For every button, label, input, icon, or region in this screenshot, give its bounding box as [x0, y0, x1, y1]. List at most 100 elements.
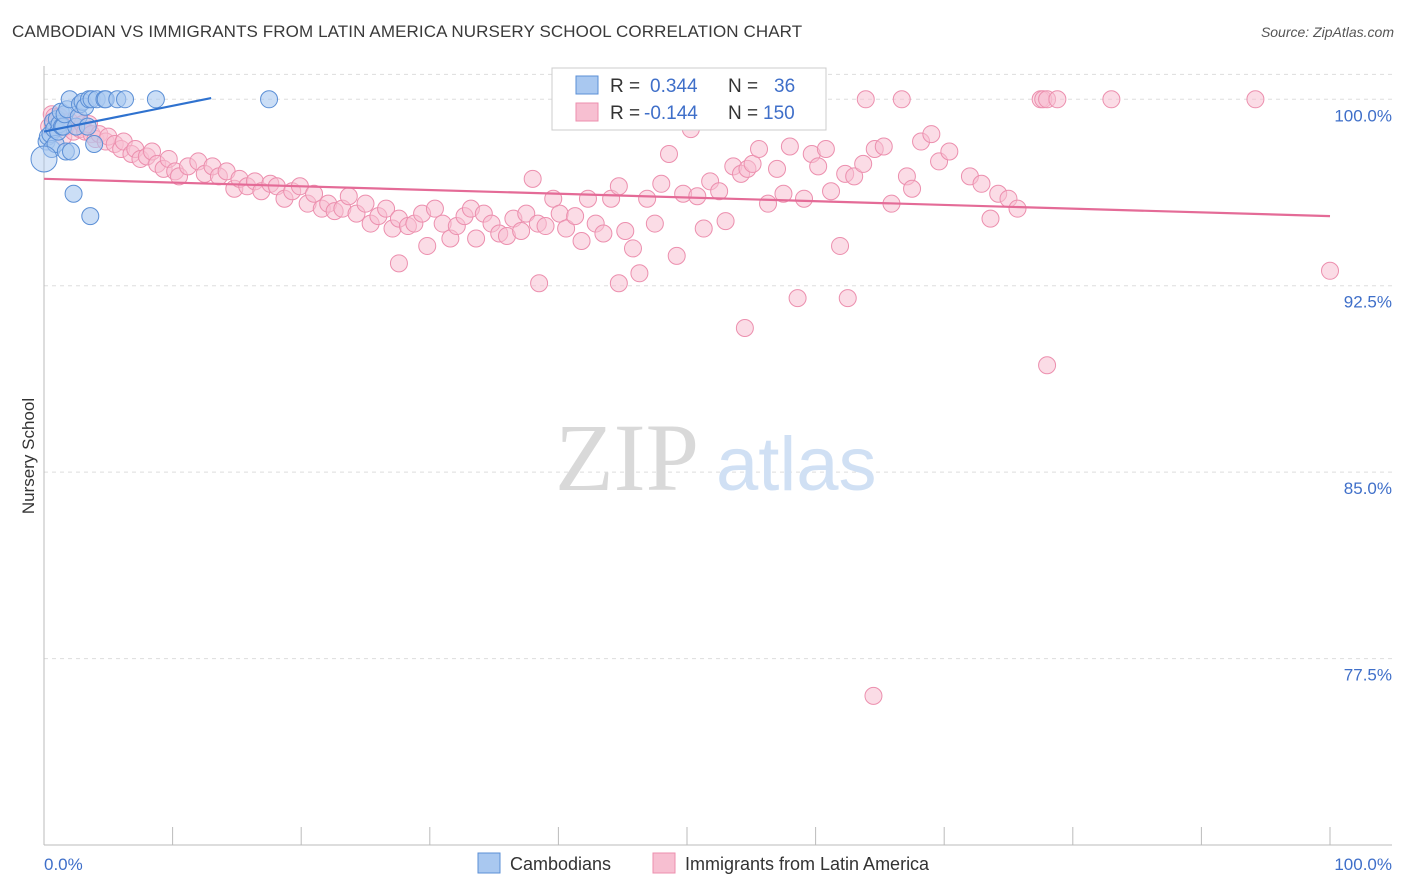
latin-america-point [609, 177, 628, 196]
legend-n-value-2: 150 [763, 103, 795, 124]
latin-america-point [1102, 90, 1121, 109]
latin-america-point [557, 219, 576, 238]
cambodian-points [30, 90, 279, 226]
latin-america-point [743, 154, 762, 173]
bottom-legend-cambodians: Cambodians [510, 854, 611, 874]
latin-america-point [892, 90, 911, 109]
cambodian-point [260, 90, 279, 109]
latin-america-point [795, 189, 814, 208]
latin-america-point [903, 179, 922, 198]
latin-america-point [768, 159, 787, 178]
latin-america-point [940, 142, 959, 161]
latin-america-point [774, 184, 793, 203]
latin-america-point [809, 157, 828, 176]
watermark-atlas: atlas [716, 422, 877, 507]
legend-r-label-2: R = [610, 103, 640, 124]
bottom-legend-swatch-cambodians [477, 852, 501, 874]
legend-r-value-1: 0.344 [650, 76, 698, 97]
legend-swatch-cambodians [575, 75, 599, 95]
latin-america-point [735, 318, 754, 337]
latin-america-point [688, 187, 707, 206]
latin-america-point [645, 214, 664, 233]
latin-america-point [822, 182, 841, 201]
legend-r-value-2: -0.144 [644, 103, 698, 124]
legend-n-label-2: N = [728, 103, 758, 124]
latin-america-point [922, 125, 941, 144]
chart-title: CAMBODIAN VS IMMIGRANTS FROM LATIN AMERI… [12, 22, 803, 41]
latin-america-points [40, 90, 1339, 705]
latin-america-point [389, 254, 408, 273]
latin-america-point [816, 140, 835, 158]
legend-n-label-1: N = [728, 76, 758, 97]
latin-america-point [864, 686, 883, 705]
latin-america-point [530, 274, 549, 293]
latin-america-point [523, 169, 542, 188]
latin-america-point [788, 289, 807, 308]
latin-america-point [1008, 199, 1027, 218]
latin-america-point [638, 189, 657, 208]
y-axis-label: Nursery School [19, 398, 38, 514]
latin-america-point [1321, 261, 1339, 280]
cambodian-point [62, 142, 81, 161]
latin-america-point [305, 184, 324, 203]
latin-america-point [972, 174, 991, 193]
cambodian-point [146, 90, 165, 109]
latin-america-point [467, 229, 486, 248]
latin-america-point [1048, 90, 1067, 109]
y-tick-labels: 100.0% 92.5% 85.0% 77.5% [1334, 106, 1392, 684]
latin-america-point [831, 236, 850, 255]
watermark-zip: ZIP [555, 404, 699, 511]
latin-america-point [356, 194, 375, 213]
y-tick-label: 77.5% [1344, 666, 1392, 685]
latin-america-point [780, 137, 799, 156]
latin-america-point [981, 209, 1000, 228]
grid-layer [44, 73, 1392, 660]
latin-america-point [512, 222, 531, 241]
cambodian-point [85, 135, 104, 154]
legend-n-value-1: 36 [774, 76, 795, 97]
trend-line-latin-america [43, 177, 1331, 218]
legend-swatch-latin-america [575, 102, 599, 122]
cambodian-point [116, 90, 135, 109]
latin-america-point [566, 207, 585, 226]
cambodian-point [30, 145, 58, 173]
stats-legend: R = 0.344 N = 36 R = -0.144 N = 150 [551, 67, 827, 131]
latin-america-point [856, 90, 875, 109]
cambodian-point [81, 207, 100, 226]
cambodian-point [64, 184, 83, 203]
legend-r-label-1: R = [610, 76, 640, 97]
y-tick-label: 100.0% [1334, 106, 1392, 125]
latin-america-point [630, 264, 649, 283]
latin-america-point [694, 219, 713, 238]
y-tick-label: 85.0% [1344, 479, 1392, 498]
latin-america-point [652, 174, 671, 193]
latin-america-point [716, 212, 735, 231]
x-tick-label-max: 100.0% [1334, 855, 1392, 874]
latin-america-point [750, 140, 769, 158]
y-tick-label: 92.5% [1344, 293, 1392, 312]
bottom-legend-swatch-latin-america [652, 852, 676, 874]
latin-america-point [339, 187, 358, 206]
source-credit: Source: ZipAtlas.com [1260, 24, 1394, 40]
bottom-legend-latin-america: Immigrants from Latin America [685, 854, 930, 874]
latin-america-point [594, 224, 613, 243]
bottom-legend: Cambodians Immigrants from Latin America [477, 852, 930, 874]
latin-america-point [838, 289, 857, 308]
latin-america-point [536, 217, 555, 236]
latin-america-point [1246, 90, 1265, 109]
latin-america-point [418, 236, 437, 255]
trend-line-cambodians [43, 96, 212, 133]
x-tick-label-min: 0.0% [44, 855, 83, 874]
watermark: ZIP atlas [555, 404, 877, 511]
trend-lines [43, 96, 1331, 218]
latin-america-point [377, 199, 396, 218]
latin-america-point [1038, 356, 1057, 375]
latin-america-point [517, 204, 536, 223]
axes-layer [43, 66, 1392, 846]
latin-america-point [854, 154, 873, 173]
latin-america-point [667, 246, 686, 265]
latin-america-point [572, 231, 591, 250]
latin-america-point [710, 182, 729, 201]
latin-america-point [623, 239, 642, 258]
